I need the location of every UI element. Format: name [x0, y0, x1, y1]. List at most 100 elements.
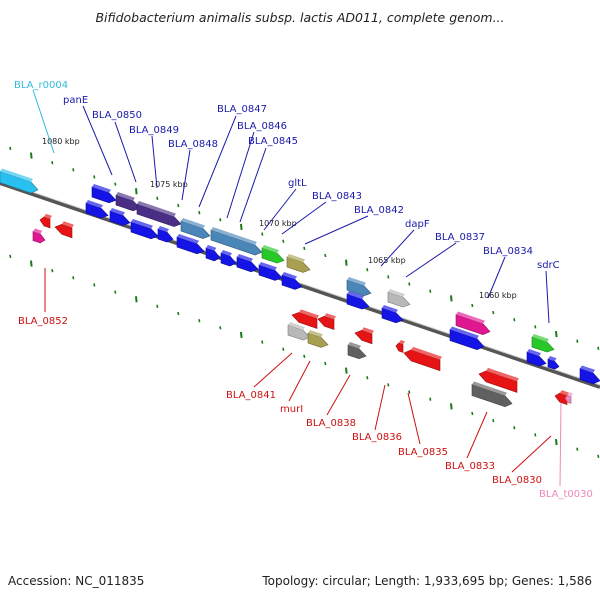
tick-mark — [324, 361, 327, 366]
gene-arrow-top-face — [527, 349, 541, 357]
leader-line — [151, 135, 158, 189]
gene-arrow-top-face — [472, 381, 507, 396]
gene-arrow-top-face — [44, 213, 52, 219]
gene-arrow-top-face — [181, 218, 205, 229]
gene-arrow-top-face — [308, 330, 323, 338]
gene-arrow-top-face — [348, 342, 361, 349]
gene-arrow-top-face — [559, 390, 569, 396]
label-bla-0838[interactable]: BLA_0838 — [306, 418, 356, 429]
gene-arrow — [354, 329, 373, 345]
leader-line — [226, 131, 255, 219]
gene-arrow-top-face — [237, 254, 253, 262]
gene-arrow — [526, 351, 547, 367]
gene-arrow-top-face — [116, 192, 135, 201]
gene-arrow — [130, 221, 159, 240]
label-dapf[interactable]: dapF — [405, 219, 430, 230]
tick-mark — [240, 223, 243, 231]
label-bla-0833[interactable]: BLA_0833 — [445, 461, 495, 472]
gene-arrow — [157, 228, 174, 243]
leader-line — [380, 229, 415, 267]
gene-arrow-top-face — [211, 227, 257, 245]
leader-line — [263, 188, 297, 231]
label-gltl[interactable]: gltL — [288, 178, 307, 189]
gene-arrow — [564, 394, 572, 404]
tick-mark — [135, 188, 138, 195]
label-sdrc[interactable]: sdrC — [537, 260, 560, 271]
tick-mark — [303, 354, 306, 359]
label-bla-0830[interactable]: BLA_0830 — [492, 475, 542, 486]
gene-arrow-top-face — [580, 365, 595, 373]
leader-line — [405, 242, 457, 278]
gene-arrow-top-face — [282, 272, 297, 280]
tick-mark — [555, 438, 558, 446]
label-bla-0850[interactable]: BLA_0850 — [92, 110, 142, 121]
leader-line — [288, 360, 311, 402]
label-bla-0834[interactable]: BLA_0834 — [483, 246, 533, 257]
label-bla-t0030[interactable]: BLA_t0030 — [539, 489, 593, 500]
tick-mark — [534, 433, 537, 437]
tick-mark — [471, 303, 474, 308]
tick-mark — [198, 319, 201, 323]
gene-arrow-top-face — [450, 326, 479, 339]
tick-mark — [240, 331, 243, 339]
gene-arrow — [347, 344, 367, 360]
tick-mark — [345, 367, 348, 374]
label-bla-0835[interactable]: BLA_0835 — [398, 447, 448, 458]
label-bla-0842[interactable]: BLA_0842 — [354, 205, 404, 216]
genome-summary-text: Topology: circular; Length: 1,933,695 bp… — [262, 574, 592, 588]
gene-arrow — [176, 236, 205, 255]
tick-mark — [9, 254, 12, 259]
gene-arrow-top-face — [33, 228, 43, 234]
label-pane[interactable]: panE — [63, 95, 88, 106]
gene-arrow-top-face — [288, 322, 305, 331]
gene-arrow-top-face — [299, 309, 319, 319]
label-leader-lines — [32, 89, 562, 487]
gene-arrow — [180, 220, 211, 239]
gene-arrow — [449, 329, 485, 351]
tick-mark — [408, 390, 411, 394]
gene-arrow-top-face — [131, 219, 153, 229]
label-bla-0847[interactable]: BLA_0847 — [217, 104, 267, 115]
scale-label-1075: 1075 kbp — [150, 180, 188, 189]
tick-mark — [114, 290, 117, 294]
tick-mark — [177, 311, 180, 316]
gene-arrow-top-face — [206, 245, 217, 251]
label-bla-0845[interactable]: BLA_0845 — [248, 136, 298, 147]
label-bla-0852[interactable]: BLA_0852 — [18, 316, 68, 327]
gene-arrow — [286, 256, 311, 273]
label-bla-0849[interactable]: BLA_0849 — [129, 125, 179, 136]
label-bla-r0004[interactable]: BLA_r0004 — [14, 80, 68, 91]
gene-arrow — [317, 315, 335, 330]
gene-arrow-top-face — [158, 226, 169, 233]
label-bla-0848[interactable]: BLA_0848 — [168, 139, 218, 150]
gene-arrow — [291, 312, 318, 329]
tick-mark — [9, 146, 12, 151]
tick-mark — [30, 152, 33, 159]
label-muri[interactable]: murI — [280, 404, 303, 415]
gene-arrow-top-face — [92, 184, 111, 193]
leader-line — [198, 115, 237, 208]
gene-arrow-top-face — [347, 277, 366, 286]
gene-arrow — [455, 314, 491, 336]
label-bla-0841[interactable]: BLA_0841 — [226, 390, 276, 401]
tick-mark — [387, 275, 390, 279]
gene-arrow — [236, 256, 259, 273]
gene-arrow-top-face — [532, 334, 549, 343]
leader-line — [239, 147, 267, 223]
gene-arrow-top-face — [382, 305, 398, 313]
gene-arrow — [478, 370, 518, 393]
tick-mark — [135, 296, 138, 303]
label-bla-0836[interactable]: BLA_0836 — [352, 432, 402, 443]
tick-mark — [156, 196, 159, 201]
label-bla-0846[interactable]: BLA_0846 — [237, 121, 287, 132]
label-bla-0843[interactable]: BLA_0843 — [312, 191, 362, 202]
leader-line — [374, 384, 386, 431]
gene-arrow — [91, 186, 117, 204]
leader-line — [559, 402, 562, 487]
gene-arrow-top-face — [548, 356, 557, 362]
gene-arrow — [115, 194, 141, 212]
tick-mark — [345, 259, 348, 266]
leader-line — [511, 435, 552, 473]
label-bla-0837[interactable]: BLA_0837 — [435, 232, 485, 243]
